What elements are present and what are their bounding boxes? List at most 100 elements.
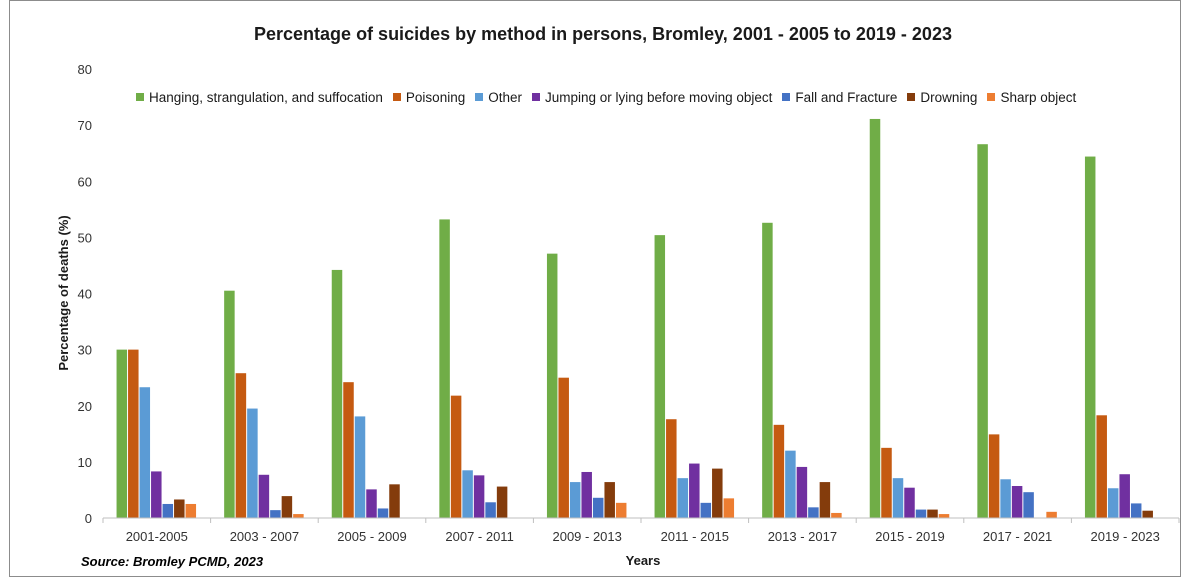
x-tick-label: 2013 - 2017 [768,529,837,544]
bar [988,434,1000,518]
bar [389,484,400,518]
bar [881,447,892,518]
bar [331,269,343,518]
bar [185,503,197,518]
bar [343,382,354,518]
bar [712,468,723,518]
legend-label: Sharp object [1000,89,1077,105]
bar [819,482,831,518]
legend-item: Jumping or lying before moving object [531,89,773,105]
bar [689,463,700,518]
bar [666,419,677,518]
legend-label: Jumping or lying before moving object [544,89,773,105]
bar [1046,511,1057,518]
source-note: Source: Bromley PCMD, 2023 [81,554,264,569]
bar [1119,474,1130,518]
x-tick-label: 2019 - 2023 [1090,529,1159,544]
y-axis-title: Percentage of deaths (%) [56,215,71,370]
chart-legend: Hanging, strangulation, and suffocation P… [136,88,1086,106]
legend-swatch [136,93,144,101]
legend-label: Drowning [920,89,978,105]
bar [904,487,915,518]
bar [677,478,689,518]
y-tick-label: 40 [78,287,92,302]
bar [977,144,988,518]
y-tick-label: 20 [78,399,92,414]
bar [808,507,819,518]
x-tick-label: 2001-2005 [126,529,188,544]
legend-item: Other [475,90,522,105]
bar [258,474,270,518]
bar [762,222,773,518]
bar [473,475,485,518]
bar [1011,486,1023,518]
bar [581,471,592,518]
bar [162,503,174,518]
x-tick-label: 2007 - 2011 [445,529,513,544]
bar [174,499,185,518]
bar [915,509,927,518]
y-tick-label: 80 [78,62,92,77]
bar [869,118,881,519]
bar [270,510,281,518]
y-tick-label: 0 [85,511,92,526]
bar [496,486,508,518]
bar [377,508,389,518]
bar [592,497,604,518]
bar [462,470,473,518]
bar [615,502,627,518]
bar [654,235,666,518]
legend-swatch [907,93,916,101]
legend-swatch [392,93,401,101]
bar [128,349,139,518]
y-tick-label: 60 [78,174,92,189]
legend-item: Sharp object [987,90,1076,105]
bar [569,482,581,518]
y-tick-label: 30 [78,343,92,358]
bar [1023,492,1034,518]
bar [1096,415,1107,518]
bar [1000,479,1011,518]
bar [892,478,904,518]
bar [247,408,258,518]
x-tick-label: 2005 - 2009 [337,529,406,544]
legend-item: Drowning [907,90,977,105]
legend-item: Poisoning [392,89,466,105]
x-tick-label: 2015 - 2019 [875,529,944,544]
bar [366,489,377,518]
bar [281,496,293,518]
x-tick-label: 2009 - 2013 [552,529,621,544]
legend-label: Fall and Fracture [795,89,898,105]
y-tick-label: 70 [78,118,92,133]
bar [1142,510,1153,518]
bar [785,450,796,518]
legend-label: Poisoning [405,89,466,105]
bar [1107,488,1119,518]
bar [723,498,735,518]
x-tick-label: 2003 - 2007 [230,529,299,544]
bar [604,482,615,518]
y-tick-label: 10 [78,455,92,470]
chart-title: Percentage of suicides by method in pers… [254,24,952,44]
legend-swatch [987,93,996,101]
legend-label: Other [488,89,522,105]
bar [546,253,558,518]
legend-swatch [531,93,540,101]
legend-swatch [782,93,791,101]
bar [354,416,366,518]
y-tick-label: 50 [78,230,92,245]
bar [1084,156,1096,518]
bar [773,424,785,518]
bar [796,466,808,518]
bar [558,377,569,518]
bar [938,514,950,518]
bar [700,502,712,518]
bar [439,219,450,519]
bar [450,395,462,518]
legend-label: Hanging, strangulation, and suffocation [149,89,383,105]
legend-swatch [475,93,484,101]
bar [139,387,151,518]
bar [1130,503,1142,518]
bar [293,514,304,518]
